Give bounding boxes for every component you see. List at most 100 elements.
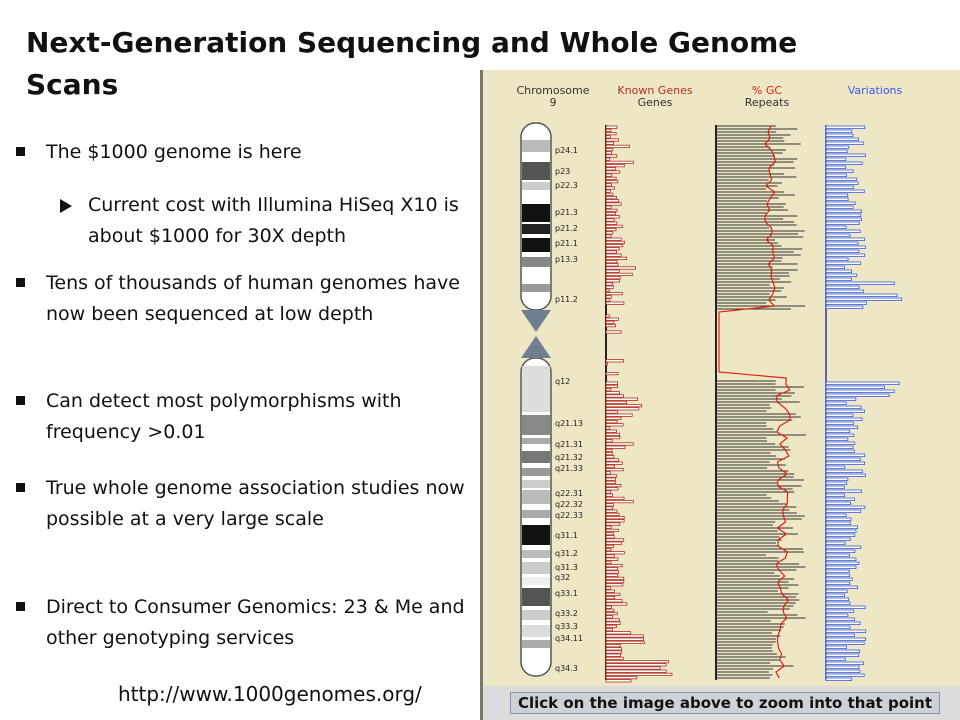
variation-bar: [825, 549, 856, 553]
variation-bar: [825, 565, 857, 569]
gene-density-bar: [605, 330, 622, 334]
band-label: q34.11: [555, 634, 583, 643]
gene-density-bar: [605, 608, 615, 613]
gene-density-bar: [605, 573, 619, 577]
chromosome-band[interactable]: [522, 577, 550, 585]
variation-bar: [825, 401, 847, 405]
variation-bar: [825, 209, 863, 213]
gene-density-bar: [605, 499, 634, 504]
variation-bar: [825, 621, 861, 625]
chromosome-band[interactable]: [522, 204, 550, 222]
variations-header: Variations: [848, 84, 903, 97]
variation-bar: [825, 477, 849, 481]
square-bullet-icon: [16, 602, 25, 611]
chromosome-band[interactable]: [522, 415, 550, 435]
gene-density-bar: [605, 647, 622, 651]
gene-density-bar: [605, 176, 617, 180]
chromosome-band[interactable]: [522, 162, 550, 180]
chromosome-band[interactable]: [522, 625, 550, 637]
chromosome-band[interactable]: [522, 525, 550, 545]
gene-density-bar: [605, 407, 640, 411]
variation-bar: [825, 197, 849, 201]
band-label: q21.13: [555, 419, 583, 428]
variation-bar: [825, 185, 854, 189]
gene-density-bar: [605, 602, 628, 606]
variation-bar: [825, 177, 858, 181]
variation-bar: [825, 569, 850, 573]
variation-bar: [825, 233, 851, 237]
gene-density-bar: [605, 400, 627, 405]
variation-bar: [825, 501, 851, 505]
chromosome-band[interactable]: [522, 438, 550, 444]
variation-bar: [825, 457, 861, 461]
chromosome-band[interactable]: [522, 182, 550, 190]
variation-bar: [825, 141, 864, 145]
chromosome-band[interactable]: [522, 550, 550, 558]
gene-density-bar: [605, 362, 608, 366]
gene-density-bar: [605, 403, 643, 408]
band-label: q34.3: [555, 664, 578, 673]
band-label: p21.3: [555, 208, 578, 217]
gene-density-bar: [605, 218, 615, 222]
variation-bar: [825, 169, 854, 173]
variation-bar: [825, 157, 847, 161]
chromosome-band[interactable]: [522, 562, 550, 574]
genome-map-panel[interactable]: Chromosome 9 Known Genes Genes % GC Repe…: [480, 70, 960, 720]
gene-density-bar: [605, 493, 613, 497]
band-label: q31.1: [555, 531, 578, 540]
gene-density-bar: [605, 125, 618, 129]
gene-density-bar: [605, 474, 618, 478]
gene-density-bar: [605, 579, 625, 584]
variation-bar: [825, 533, 856, 537]
variation-bar: [825, 629, 867, 633]
gene-density-bar: [605, 531, 614, 536]
gene-density-bar: [605, 592, 621, 597]
band-label: p23: [555, 167, 570, 176]
variation-bar: [825, 601, 851, 605]
chromosome-band[interactable]: [522, 238, 550, 252]
variation-bar: [825, 289, 864, 293]
gene-density-bar: [605, 442, 634, 446]
repeats-header: Repeats: [745, 96, 790, 109]
gene-density-bar: [605, 589, 615, 593]
chromosome-band[interactable]: [522, 224, 550, 234]
chromosome-band[interactable]: [522, 451, 550, 463]
chromosome-band[interactable]: [522, 640, 550, 648]
chromosome-band[interactable]: [522, 366, 550, 412]
gene-density-bar: [605, 288, 610, 292]
variation-bar: [825, 617, 855, 621]
gene-density-bar: [605, 138, 619, 142]
chromosome-band[interactable]: [522, 510, 550, 518]
chromosome-band[interactable]: [522, 140, 550, 152]
chromosome-band[interactable]: [522, 610, 550, 620]
variation-bar: [825, 645, 847, 649]
centromere-upper: [521, 310, 551, 332]
chromosome-band[interactable]: [522, 284, 550, 292]
gene-density-bar: [605, 596, 615, 600]
gene-density-bar: [605, 394, 624, 398]
gene-density-bar: [605, 563, 623, 568]
arrow-bullet-icon: [60, 199, 72, 213]
genome-map[interactable]: Chromosome 9 Known Genes Genes % GC Repe…: [483, 70, 960, 686]
gene-density-bar: [605, 528, 619, 533]
square-bullet-icon: [16, 483, 25, 492]
gc-content-line: [718, 125, 791, 679]
chromosome-band[interactable]: [522, 468, 550, 476]
gene-density-bar: [605, 240, 625, 244]
chromosome-band[interactable]: [522, 480, 550, 488]
chromosome-band[interactable]: [522, 588, 550, 606]
variation-bar: [825, 145, 850, 149]
band-label: q31.3: [555, 563, 578, 572]
gene-density-bar: [605, 237, 622, 241]
band-label: q33.1: [555, 589, 578, 598]
variation-bar: [825, 469, 863, 473]
gene-density-bar: [605, 551, 625, 555]
variation-bar: [825, 269, 852, 273]
gene-density-bar: [605, 186, 616, 190]
variation-bar: [825, 489, 862, 493]
variation-bar: [825, 293, 898, 297]
gene-density-bar: [605, 612, 618, 616]
chromosome-band[interactable]: [522, 257, 550, 267]
zoom-hint-banner[interactable]: Click on the image above to zoom into th…: [510, 692, 940, 714]
chromosome-band[interactable]: [522, 490, 550, 504]
